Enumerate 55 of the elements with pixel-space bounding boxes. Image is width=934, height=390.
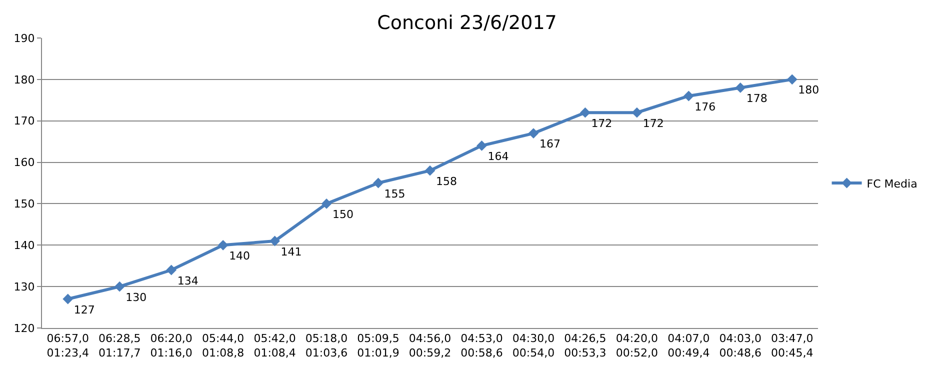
chart-title: Conconi 23/6/2017: [377, 12, 557, 34]
x-tick-label: 06:28,5 01:17,7: [98, 332, 141, 360]
data-label: 127: [74, 303, 95, 316]
point: [528, 128, 539, 138]
x-tick-label: 04:53,0 00:58,6: [460, 332, 503, 360]
point: [424, 165, 436, 176]
point: [166, 264, 177, 276]
x-tick-label: 05:18,0 01:03,6: [305, 332, 348, 360]
data-label: 134: [177, 274, 198, 288]
point: [270, 236, 280, 246]
y-tick-label: 180: [14, 73, 35, 86]
x-tick-label: 04:03,0 00:48,6: [719, 332, 762, 360]
point: [62, 294, 74, 304]
data-label: 178: [746, 92, 768, 105]
data-label: 164: [488, 150, 509, 163]
x-tick-label: 06:20,0 01:16,0: [150, 332, 192, 360]
x-tick-label: 04:30,0 00:54,0: [512, 332, 555, 360]
legend-label: FC Media: [866, 177, 918, 190]
point: [683, 90, 694, 102]
point: [786, 74, 798, 85]
y-tick-label: 130: [14, 280, 35, 294]
data-label: 130: [126, 290, 147, 304]
y-tick-label: 140: [14, 238, 35, 252]
x-tick-label: 04:56,0 00:59,2: [408, 332, 452, 360]
data-label: 180: [798, 84, 820, 97]
point: [476, 140, 487, 151]
x-tick-label: 04:20,0 00:52,0: [616, 332, 658, 360]
y-tick-label: 190: [14, 32, 35, 45]
y-tick-label: 150: [14, 198, 35, 211]
point: [321, 198, 332, 209]
data-label: 150: [332, 208, 354, 221]
data-label: 172: [642, 116, 664, 130]
data-label: 158: [436, 174, 457, 188]
data-label: 155: [384, 187, 406, 200]
point: [373, 178, 384, 188]
y-tick-label: 120: [14, 322, 35, 335]
data-label: 172: [591, 116, 612, 130]
x-tick-label: 05:09,5 01:01,9: [357, 332, 400, 360]
x-tick-label: 04:07,0 00:49,4: [668, 332, 710, 360]
point: [218, 240, 228, 250]
x-tick-label: 03:47,0 00:45,4: [771, 332, 814, 360]
data-label: 141: [280, 245, 302, 258]
x-tick-label: 05:42,0 01:08,4: [254, 332, 296, 360]
x-tick-label: 06:57,0 01:23,4: [46, 332, 89, 360]
data-label: 176: [694, 100, 716, 114]
y-tick-label: 160: [14, 156, 35, 170]
x-tick-label: 05:44,0 01:08,8: [202, 332, 244, 360]
y-tick-label: 170: [14, 114, 35, 128]
data-label: 140: [229, 249, 250, 262]
point: [580, 107, 590, 118]
x-tick-label: 04:26,5 00:53,3: [564, 332, 606, 360]
point: [735, 82, 746, 93]
point: [114, 281, 125, 292]
data-label: 167: [539, 138, 560, 151]
point: [632, 107, 642, 118]
